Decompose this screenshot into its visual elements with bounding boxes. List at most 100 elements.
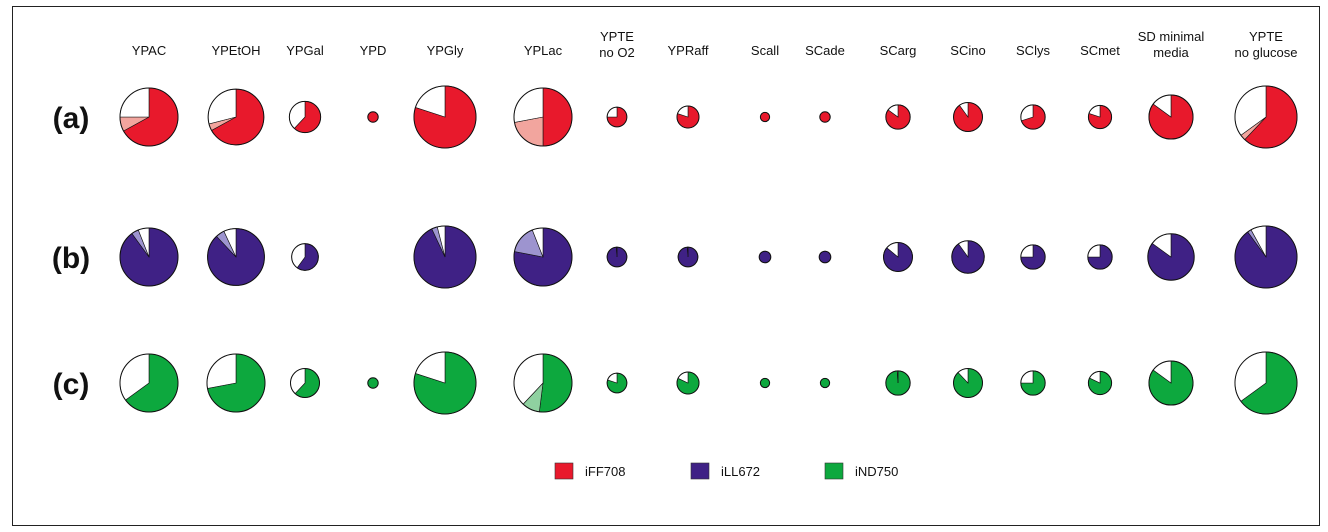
pie-outline (1020, 104, 1046, 130)
column-label: SCino (950, 43, 985, 58)
column-label: YPGal (286, 43, 324, 58)
legend-label: iFF708 (585, 464, 625, 479)
column-label: YPD (360, 43, 387, 58)
pie-outline (885, 370, 911, 396)
pie-iND750-1 (206, 353, 266, 413)
pie-outline (818, 250, 832, 264)
pie-iLL672-4 (413, 225, 477, 289)
row-label: (c) (53, 368, 90, 401)
pie-outline (1020, 370, 1046, 396)
pie-iND750-7 (676, 371, 700, 395)
pie-iFF708-6 (606, 106, 628, 128)
column-label: YPEtOH (211, 43, 260, 58)
pie-iND750-15 (1234, 351, 1298, 415)
pie-outline (1148, 360, 1194, 406)
legend-label: iLL672 (721, 464, 760, 479)
pie-iLL672-6 (606, 246, 628, 268)
legend-swatch (690, 462, 710, 480)
pie-outline (606, 246, 628, 268)
pie-iFF708-11 (953, 102, 983, 132)
legend-swatch (824, 462, 844, 480)
pie-iND750-8 (759, 377, 771, 389)
pie-iFF708-5 (513, 87, 573, 147)
pie-outline (606, 372, 628, 394)
pie-outline (206, 353, 266, 413)
pie-iLL672-14 (1147, 233, 1195, 281)
column-label: SClys (1016, 43, 1050, 58)
pie-iFF708-0 (119, 87, 179, 147)
pie-iLL672-8 (758, 250, 772, 264)
pie-outline (677, 246, 699, 268)
pie-iFF708-9 (819, 111, 831, 123)
column-label: YPAC (132, 43, 166, 58)
pie-outline (290, 368, 320, 398)
column-label: YPTE no glucose (1235, 29, 1298, 60)
pie-outline (1087, 370, 1113, 396)
pie-iND750-3 (367, 377, 379, 389)
pie-iND750-0 (119, 353, 179, 413)
pie-iFF708-14 (1148, 94, 1194, 140)
pie-outline (1234, 85, 1298, 149)
pie-outline (413, 225, 477, 289)
pie-outline (367, 377, 379, 389)
column-label: YPGly (427, 43, 464, 58)
pie-iLL672-1 (207, 228, 265, 286)
pie-outline (291, 243, 319, 271)
pie-outline (413, 351, 477, 415)
pie-iLL672-15 (1234, 225, 1298, 289)
pie-outline (513, 353, 573, 413)
pie-iND750-9 (819, 377, 831, 389)
pie-iLL672-2 (291, 243, 319, 271)
pie-slice-main (542, 87, 573, 147)
pie-outline (513, 227, 573, 287)
pie-iLL672-7 (677, 246, 699, 268)
pie-iND750-2 (290, 368, 320, 398)
pie-iLL672-9 (818, 250, 832, 264)
pie-outline (1020, 244, 1046, 270)
column-labels: YPAC YPEtOH YPGal YPD YPGly YPLac YPTE no O2 YPR… (132, 29, 1298, 60)
pie-iFF708-4 (413, 85, 477, 149)
pie-outline (207, 228, 265, 286)
pie-outline (951, 240, 985, 274)
pie-iLL672-0 (119, 227, 179, 287)
pie-slice-main (539, 353, 573, 413)
pie-outline (367, 111, 379, 123)
pie-iFF708-3 (367, 111, 379, 123)
pie-outline (758, 250, 772, 264)
pie-outline (606, 106, 628, 128)
pie-grid-chart: YPAC YPEtOH YPGal YPD YPGly YPLac YPTE no O2 YPR… (52, 29, 1298, 480)
pie-outline (119, 353, 179, 413)
pie-slice-rest (206, 353, 237, 389)
column-label: YPTE no O2 (599, 29, 634, 60)
row-label: (b) (52, 242, 90, 275)
legend-swatch (554, 462, 574, 480)
pie-iND750-6 (606, 372, 628, 394)
pie-iFF708-1 (207, 88, 265, 146)
pie-iFF708-15 (1234, 85, 1298, 149)
pie-iFF708-2 (288, 100, 322, 134)
pie-iLL672-11 (951, 240, 985, 274)
pie-outline (119, 87, 179, 147)
pie-outline (819, 111, 831, 123)
pie-iFF708-8 (759, 111, 771, 123)
pie-iLL672-5 (513, 227, 573, 287)
column-label: YPRaff (668, 43, 709, 58)
pie-slice-rest (513, 87, 544, 123)
pie-iND750-13 (1087, 370, 1113, 396)
pie-iND750-10 (885, 370, 911, 396)
pie-outline (819, 377, 831, 389)
pie-iLL672-10 (883, 242, 913, 272)
column-label: Scall (751, 43, 779, 58)
legend: iFF708 iLL672 iND750 (554, 462, 898, 480)
pie-iND750-14 (1148, 360, 1194, 406)
pie-outline (288, 100, 322, 134)
pie-iND750-12 (1020, 370, 1046, 396)
column-label: YPLac (524, 43, 563, 58)
pie-outline (1087, 244, 1113, 270)
pie-marks (119, 85, 1298, 415)
pie-iFF708-10 (885, 104, 911, 130)
column-label: SD minimal media (1138, 29, 1205, 60)
pie-outline (1234, 351, 1298, 415)
pie-outline (1234, 225, 1298, 289)
pie-outline (676, 371, 700, 395)
